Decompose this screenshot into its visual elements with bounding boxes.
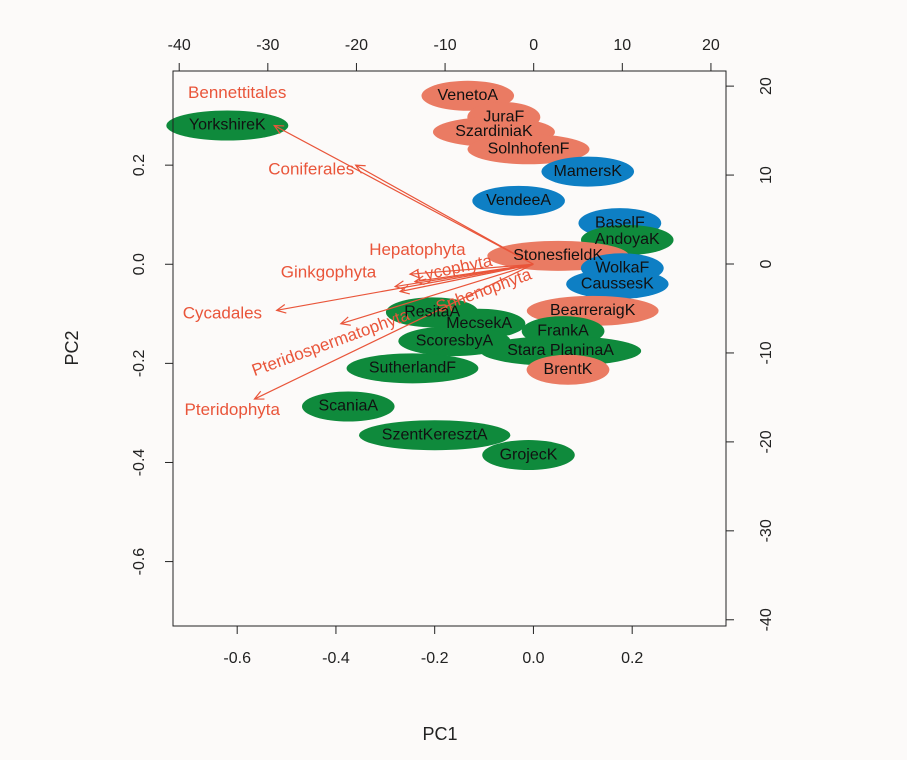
point-label: CaussesK bbox=[581, 275, 654, 292]
point-label: ScoresbyA bbox=[416, 332, 494, 349]
point-ellipse bbox=[166, 110, 289, 141]
point-ellipse bbox=[358, 420, 511, 451]
x2-tick-label: -20 bbox=[345, 37, 368, 54]
loading-arrowhead bbox=[275, 303, 287, 314]
x-axis-label: PC1 bbox=[422, 724, 457, 744]
x2-tick-label: 0 bbox=[529, 37, 538, 54]
point-label: SutherlandF bbox=[369, 360, 456, 377]
point-label: ResitaA bbox=[404, 304, 460, 321]
point-label: WolkaF bbox=[595, 259, 649, 276]
x2-tick-label: 20 bbox=[702, 37, 720, 54]
point-label: MecsekA bbox=[446, 315, 512, 332]
point-ellipse bbox=[541, 156, 635, 187]
loading-label: Hepatophyta bbox=[369, 240, 466, 259]
y-axis-label: PC2 bbox=[62, 330, 82, 365]
point-label: MamersK bbox=[554, 163, 623, 180]
loading-arrow bbox=[273, 124, 534, 265]
loading-arrowhead bbox=[253, 390, 265, 400]
plot-frame bbox=[172, 70, 727, 627]
point-ellipse bbox=[472, 185, 565, 216]
loading-arrow bbox=[254, 263, 534, 400]
point-label: JuraF bbox=[483, 108, 524, 125]
point-ellipses bbox=[166, 80, 674, 471]
y2-tick-label: -10 bbox=[758, 341, 775, 364]
loading-label: Pteridophyta bbox=[185, 400, 281, 419]
point-label: BearreraigK bbox=[550, 302, 636, 319]
y2-tick-label: 20 bbox=[758, 77, 775, 95]
loading-label: Cycadales bbox=[183, 303, 262, 322]
point-label: StonesfieldK bbox=[513, 247, 603, 264]
y2-tick-label: 10 bbox=[758, 166, 775, 184]
point-ellipse bbox=[346, 353, 479, 384]
point-label: SzentKeresztA bbox=[382, 426, 488, 443]
x-tick-label: -0.6 bbox=[223, 650, 251, 667]
loading-arrowhead bbox=[273, 124, 285, 134]
loading-arrows bbox=[253, 124, 534, 400]
loading-arrow bbox=[355, 164, 534, 265]
point-ellipse bbox=[482, 440, 575, 471]
loading-arrowhead bbox=[339, 316, 351, 326]
loading-label: Bennettitales bbox=[188, 83, 286, 102]
y-tick-label: -0.4 bbox=[131, 449, 148, 477]
loading-arrow bbox=[409, 263, 534, 275]
x-tick-label: 0.0 bbox=[522, 650, 544, 667]
loading-arrowhead bbox=[413, 275, 425, 286]
y2-tick-label: -20 bbox=[758, 430, 775, 453]
x2-tick-label: 10 bbox=[613, 37, 631, 54]
x-tick-label: 0.2 bbox=[621, 650, 643, 667]
y-tick-label: -0.2 bbox=[131, 349, 148, 377]
point-label: FrankA bbox=[537, 322, 589, 339]
point-label: SzardiniaK bbox=[455, 123, 533, 140]
point-label: BaselF bbox=[595, 214, 645, 231]
y-tick-label: 0.0 bbox=[131, 253, 148, 275]
loading-arrow bbox=[276, 263, 534, 311]
loading-arrowhead bbox=[408, 268, 420, 279]
y2-tick-label: -30 bbox=[758, 519, 775, 542]
point-ellipse bbox=[526, 354, 610, 385]
point-label: BrentK bbox=[544, 361, 593, 378]
point-ellipse bbox=[479, 335, 642, 366]
point-label: GrojecK bbox=[500, 446, 558, 463]
point-label: YorkshireK bbox=[189, 117, 266, 134]
y2-tick-label: -40 bbox=[758, 608, 775, 631]
point-label: VendeeA bbox=[486, 192, 551, 209]
point-label: Stara PlaninaA bbox=[507, 342, 614, 359]
point-ellipse bbox=[467, 134, 590, 165]
loading-arrow bbox=[340, 263, 534, 325]
y2-tick-label: 0 bbox=[758, 259, 775, 268]
y-tick-label: -0.6 bbox=[131, 548, 148, 576]
point-label: VenetoA bbox=[438, 87, 499, 104]
loading-label: Coniferales bbox=[268, 160, 354, 179]
point-label: AndoyaK bbox=[595, 231, 660, 248]
loading-label: Ginkgophyta bbox=[281, 263, 377, 282]
x2-tick-label: -40 bbox=[168, 37, 191, 54]
x-tick-label: -0.2 bbox=[421, 650, 449, 667]
loading-arrowhead bbox=[354, 164, 366, 174]
point-ellipse bbox=[301, 391, 395, 422]
point-label: SolnhofenF bbox=[488, 141, 570, 158]
x2-tick-label: -10 bbox=[434, 37, 457, 54]
x2-tick-label: -30 bbox=[256, 37, 279, 54]
axes: -0.6 -0.4 -0.2 0.0 0.2 -0.6 -0.4 -0.2 0.0 0.2 -40 -… bbox=[131, 37, 775, 667]
point-label: ScaniaA bbox=[318, 398, 378, 415]
point-ellipse bbox=[566, 269, 669, 300]
y-tick-label: 0.2 bbox=[131, 154, 148, 176]
x-tick-label: -0.4 bbox=[322, 650, 350, 667]
